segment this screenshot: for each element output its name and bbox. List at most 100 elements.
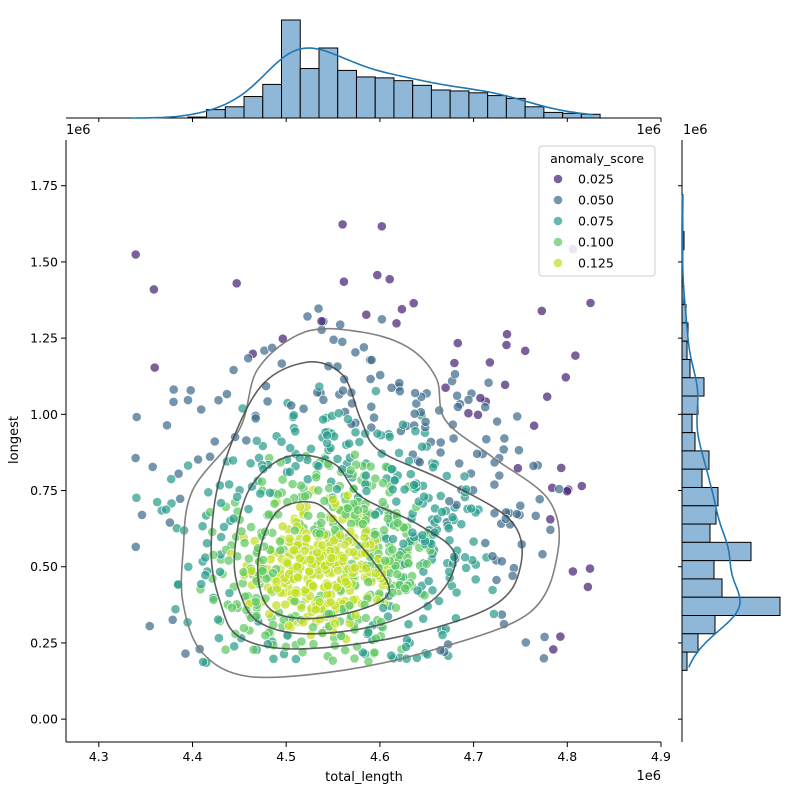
scatter-point	[338, 276, 349, 287]
scatter-point	[452, 390, 462, 401]
scatter-point	[400, 583, 411, 594]
scatter-point	[340, 576, 351, 587]
legend-label: 0.125	[578, 256, 614, 271]
scatter-point	[459, 471, 470, 482]
scatter-point	[275, 536, 285, 547]
scatter-point	[213, 614, 224, 625]
y-axis-label: longest	[7, 416, 22, 464]
scatter-point	[384, 274, 395, 285]
top-hist-bar	[187, 116, 208, 119]
scatter-point	[484, 357, 495, 368]
scatter-point	[370, 568, 381, 578]
scatter-point	[387, 587, 398, 598]
scatter-point	[545, 514, 556, 525]
scatter-point	[502, 329, 512, 340]
scatter-point	[542, 391, 553, 402]
scatter-point	[398, 538, 409, 549]
top-hist-bar	[262, 83, 283, 119]
scatter-point	[342, 503, 353, 514]
scatter-point	[394, 386, 405, 397]
scatter-point	[451, 587, 462, 598]
scatter-point	[403, 558, 414, 569]
scatter-point	[461, 563, 471, 573]
scatter-point	[162, 420, 172, 431]
scatter-point	[409, 408, 420, 419]
top-hist-bar	[449, 90, 470, 119]
scatter-point	[361, 486, 372, 496]
scatter-point	[170, 604, 181, 615]
scatter-point	[466, 503, 477, 514]
legend-marker	[553, 174, 563, 184]
scatter-point	[333, 408, 344, 419]
right-marginal-histogram	[678, 140, 781, 742]
scatter-point	[292, 572, 303, 583]
scatter-point	[290, 654, 301, 664]
x-tick-label: 4.7	[464, 749, 484, 764]
scatter-point	[319, 495, 330, 506]
scatter-point	[494, 470, 505, 481]
axis-labels: total_length longest 1e6 1e6 1e6 1e6	[7, 123, 708, 785]
scatter-point	[386, 650, 397, 661]
scatter-point	[392, 569, 403, 580]
scatter-point	[200, 552, 211, 563]
x-tick-label: 4.9	[651, 749, 671, 764]
scatter-point	[435, 447, 446, 458]
scatter-point	[313, 461, 324, 472]
scatter-point	[365, 461, 376, 472]
scatter-point	[382, 513, 393, 524]
scatter-point	[487, 585, 498, 595]
scatter-point	[295, 501, 305, 512]
scatter-point	[369, 529, 380, 540]
scatter-point	[296, 480, 306, 491]
scatter-point	[570, 350, 581, 361]
scatter-point	[228, 513, 239, 524]
scatter-point	[284, 533, 295, 544]
scatter-point	[264, 609, 275, 619]
right-hist-bar	[681, 450, 710, 470]
scatter-point	[463, 394, 474, 405]
scatter-point	[366, 355, 377, 365]
scatter-point	[197, 521, 208, 532]
scatter-point	[452, 401, 463, 412]
scatter-point	[447, 512, 458, 523]
scatter-point	[407, 527, 418, 538]
scatter-point	[312, 547, 322, 558]
scatter-point	[255, 488, 266, 499]
scatter-point	[394, 447, 404, 458]
scatter-point	[260, 630, 271, 641]
scatter-point	[555, 631, 566, 642]
scatter-point	[316, 518, 327, 528]
scatter-point	[183, 561, 194, 572]
scatter-point	[585, 563, 595, 574]
scatter-point	[250, 413, 261, 424]
scatter-point	[261, 573, 272, 584]
scatter-point	[228, 365, 239, 375]
top-hist-bar	[543, 111, 564, 119]
x-offset-label-bottom: 1e6	[636, 769, 661, 784]
x-tick-label: 4.8	[557, 749, 577, 764]
scatter-point	[361, 309, 372, 320]
scatter-point	[403, 619, 414, 630]
scatter-point	[168, 396, 179, 407]
y-tick-label: 1.25	[30, 331, 58, 346]
scatter-point	[297, 647, 308, 658]
scatter-point	[338, 385, 348, 396]
right-hist-bar	[681, 468, 703, 488]
scatter-point	[288, 410, 299, 421]
scatter-point	[328, 334, 339, 345]
right-hist-bar	[681, 395, 699, 415]
x-tick-label: 4.6	[370, 749, 390, 764]
scatter-point	[365, 374, 376, 384]
scatter-point	[411, 398, 422, 409]
scatter-point	[280, 641, 291, 652]
scatter-point	[357, 519, 368, 529]
scatter-point	[449, 358, 460, 368]
scatter-point	[200, 570, 211, 581]
scatter-point	[397, 419, 408, 430]
scatter-point	[384, 431, 395, 442]
scatter-point	[267, 568, 278, 578]
scatter-point	[350, 427, 361, 438]
scatter-point	[498, 444, 509, 455]
top-hist-bar	[355, 76, 376, 119]
